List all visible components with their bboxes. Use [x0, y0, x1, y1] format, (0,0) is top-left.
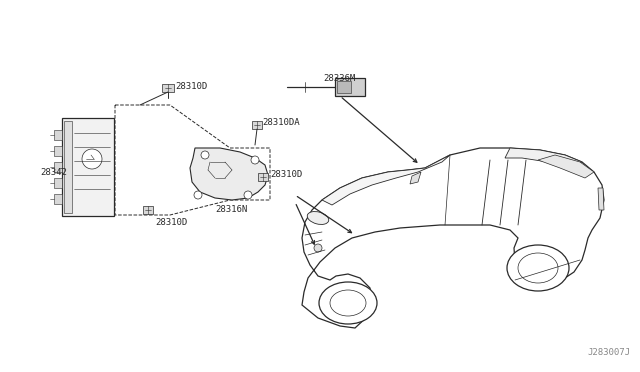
- Text: 28310D: 28310D: [175, 82, 207, 91]
- Text: 28310D: 28310D: [270, 170, 302, 179]
- Polygon shape: [538, 155, 594, 178]
- Bar: [62, 118, 114, 216]
- Ellipse shape: [507, 245, 569, 291]
- Text: 28342: 28342: [40, 168, 67, 177]
- Circle shape: [82, 149, 102, 169]
- Polygon shape: [322, 155, 450, 205]
- Bar: [162, 84, 174, 92]
- Ellipse shape: [330, 290, 366, 316]
- Bar: [335, 78, 365, 96]
- Ellipse shape: [319, 282, 377, 324]
- Polygon shape: [190, 148, 268, 200]
- Bar: [252, 121, 262, 129]
- Ellipse shape: [307, 212, 329, 224]
- Bar: [54, 178, 62, 188]
- Polygon shape: [505, 148, 582, 168]
- Text: J283007J: J283007J: [587, 348, 630, 357]
- Bar: [337, 81, 351, 93]
- Polygon shape: [598, 188, 604, 210]
- Text: 28310DA: 28310DA: [262, 118, 300, 127]
- Bar: [143, 206, 153, 214]
- Bar: [54, 146, 62, 156]
- Text: 28316N: 28316N: [215, 205, 247, 214]
- Bar: [54, 130, 62, 140]
- Circle shape: [314, 244, 322, 252]
- Polygon shape: [302, 148, 604, 328]
- Polygon shape: [410, 172, 421, 184]
- Text: 28336M: 28336M: [323, 74, 355, 83]
- Ellipse shape: [518, 253, 558, 283]
- Bar: [54, 194, 62, 204]
- Text: 28310D: 28310D: [155, 218, 188, 227]
- Circle shape: [201, 151, 209, 159]
- Bar: [64, 121, 72, 213]
- Bar: [54, 162, 62, 172]
- Circle shape: [194, 191, 202, 199]
- Circle shape: [244, 191, 252, 199]
- Circle shape: [251, 156, 259, 164]
- Bar: [258, 173, 268, 181]
